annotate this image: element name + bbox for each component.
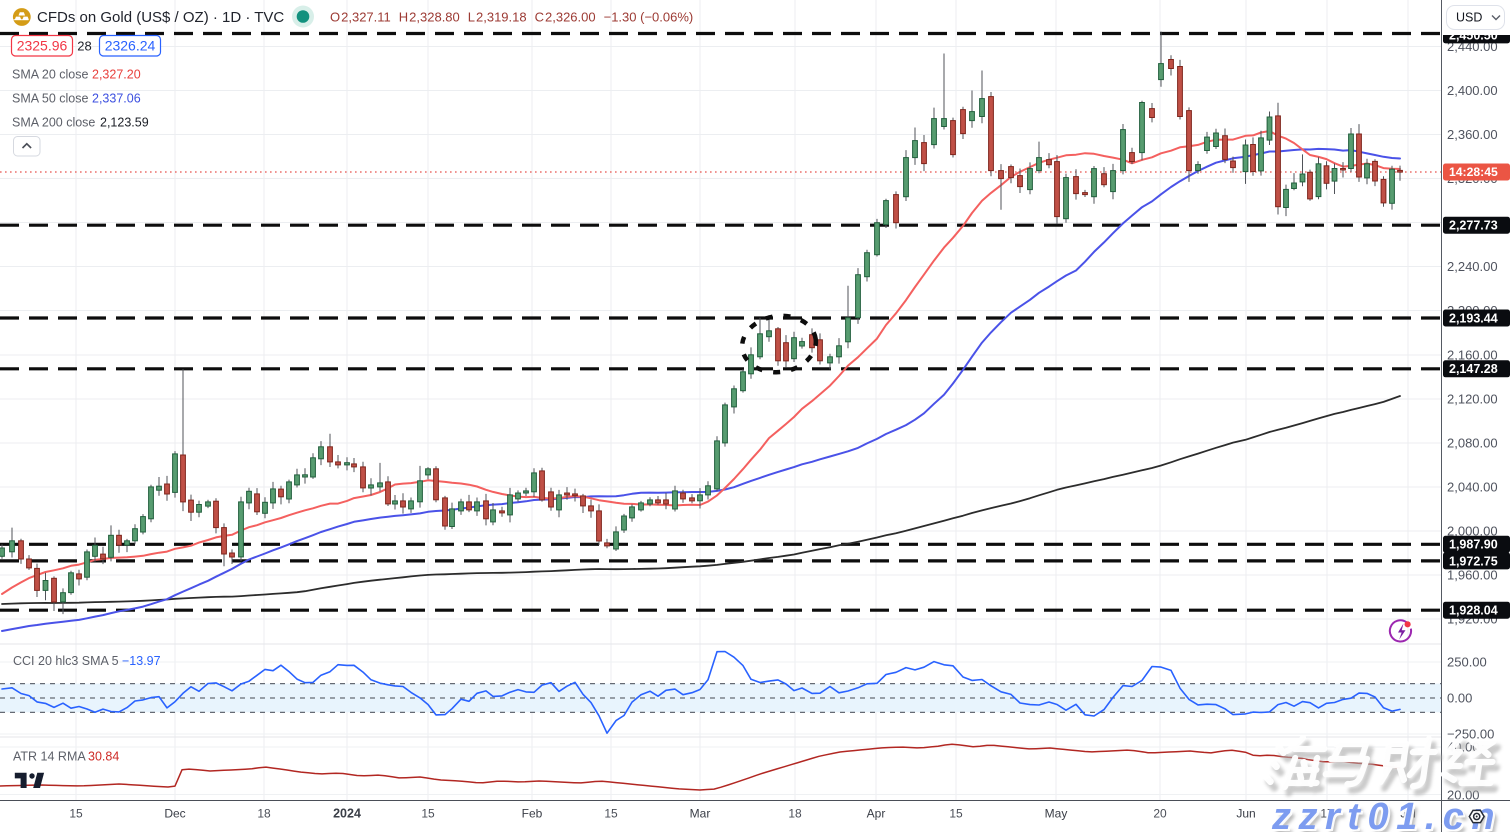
svg-text:CFDs on Gold (US$ / OZ) · 1D ·: CFDs on Gold (US$ / OZ) · 1D · TVC [37, 9, 284, 26]
svg-text:30.84: 30.84 [88, 750, 119, 764]
svg-text:2,450.50: 2,450.50 [1449, 28, 1498, 42]
svg-text:Apr: Apr [867, 807, 886, 821]
svg-text:15: 15 [69, 807, 83, 821]
svg-text:2,147.28: 2,147.28 [1449, 362, 1498, 376]
svg-text:Mar: Mar [690, 807, 711, 821]
svg-text:15: 15 [604, 807, 618, 821]
svg-text:Jun: Jun [1236, 807, 1255, 821]
svg-text:20: 20 [1153, 807, 1167, 821]
svg-text:28: 28 [77, 39, 91, 54]
svg-text:14:28:45: 14:28:45 [1449, 165, 1498, 179]
svg-text:17: 17 [1320, 807, 1334, 821]
svg-text:2,240.00: 2,240.00 [1447, 259, 1498, 274]
svg-text:2,360.00: 2,360.00 [1447, 127, 1498, 142]
svg-text:1,928.04: 1,928.04 [1449, 604, 1498, 618]
svg-text:2024: 2024 [333, 807, 361, 821]
svg-text:1,987.90: 1,987.90 [1449, 538, 1498, 552]
svg-text:15: 15 [421, 807, 435, 821]
svg-text:2325.96: 2325.96 [17, 38, 68, 54]
svg-text:USD: USD [1456, 11, 1482, 25]
svg-text:SMA 50 close: SMA 50 close [12, 92, 88, 106]
svg-text:Jul: Jul [1400, 807, 1415, 821]
svg-text:18: 18 [788, 807, 802, 821]
svg-text:2,277.73: 2,277.73 [1449, 219, 1498, 233]
svg-text:18: 18 [257, 807, 271, 821]
svg-text:SMA 200 close: SMA 200 close [12, 116, 95, 130]
svg-text:May: May [1045, 807, 1068, 821]
svg-text:SMA 20 close: SMA 20 close [12, 68, 88, 82]
svg-text:2,193.44: 2,193.44 [1449, 311, 1498, 325]
svg-text:2,327.20: 2,327.20 [92, 68, 141, 82]
svg-text:Feb: Feb [522, 807, 543, 821]
svg-text:2,337.06: 2,337.06 [92, 92, 141, 106]
svg-text:CCI 20 hlc3 SMA 5: CCI 20 hlc3 SMA 5 [13, 654, 119, 668]
svg-text:2,120.00: 2,120.00 [1447, 391, 1498, 406]
svg-text:2,040.00: 2,040.00 [1447, 479, 1498, 494]
svg-text:250.00: 250.00 [1447, 655, 1487, 670]
svg-text:2326.24: 2326.24 [105, 38, 156, 54]
svg-text:2,000.00: 2,000.00 [1447, 523, 1498, 538]
svg-text:Dec: Dec [164, 807, 185, 821]
svg-text:−13.97: −13.97 [122, 654, 161, 668]
svg-text:0.00: 0.00 [1447, 691, 1472, 706]
svg-text:1,972.75: 1,972.75 [1449, 554, 1498, 568]
svg-text:2,400.00: 2,400.00 [1447, 83, 1498, 98]
svg-text:15: 15 [949, 807, 963, 821]
svg-text:2,123.59: 2,123.59 [100, 116, 149, 130]
svg-text:2,160.00: 2,160.00 [1447, 347, 1498, 362]
svg-text:2,080.00: 2,080.00 [1447, 435, 1498, 450]
svg-text:ATR 14 RMA: ATR 14 RMA [13, 750, 86, 764]
svg-text:1,960.00: 1,960.00 [1447, 568, 1498, 583]
